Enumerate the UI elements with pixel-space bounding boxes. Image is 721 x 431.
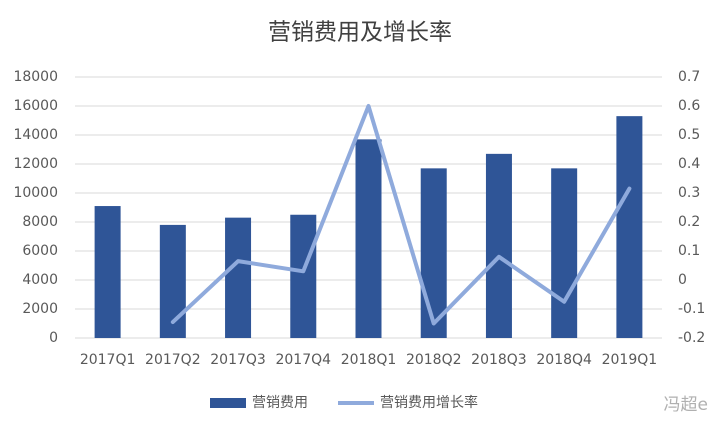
y-tick-label: 14000: [13, 127, 58, 143]
y-tick-label: 12000: [13, 156, 58, 172]
y-tick-label: 6000: [22, 243, 58, 259]
chart-title: 营销费用及增长率: [268, 20, 452, 46]
y2-tick-label: 0.1: [678, 243, 700, 259]
y2-tick-label: 0: [678, 272, 687, 288]
bar: [485, 153, 512, 338]
x-tick-label: 2017Q3: [210, 352, 266, 368]
y2-tick-label: -0.2: [678, 330, 705, 346]
x-tick-label: 2017Q1: [80, 352, 136, 368]
bar: [94, 206, 121, 338]
y2-tick-label: 0.4: [678, 156, 700, 172]
bar: [420, 168, 447, 338]
x-tick-label: 2018Q3: [471, 352, 527, 368]
bar: [616, 116, 643, 339]
y2-tick-label: 0.6: [678, 98, 700, 114]
x-tick-label: 2018Q4: [536, 352, 592, 368]
x-tick-label: 2017Q4: [275, 352, 331, 368]
y2-tick-label: 0.7: [678, 69, 700, 85]
y-tick-label: 16000: [13, 98, 58, 114]
x-tick-label: 2017Q2: [145, 352, 201, 368]
y2-tick-label: -0.1: [678, 301, 705, 317]
legend-label: 营销费用: [252, 395, 308, 411]
y2-tick-label: 0.3: [678, 185, 700, 201]
line: [170, 104, 632, 326]
x-tick-label: 2018Q2: [406, 352, 462, 368]
y2-tick-label: 0.5: [678, 127, 700, 143]
bar: [551, 168, 578, 338]
y-tick-label: 8000: [22, 214, 58, 230]
x-tick-label: 2018Q1: [341, 352, 397, 368]
y2-tick-label: 0.2: [678, 214, 700, 230]
bar: [159, 224, 186, 338]
y-tick-label: 4000: [22, 272, 58, 288]
watermark: 冯超e: [664, 395, 708, 415]
y-tick-label: 0: [49, 330, 58, 346]
legend-label: 营销费用增长率: [380, 394, 478, 411]
y-tick-label: 18000: [13, 69, 58, 85]
bar: [355, 139, 382, 338]
legend-swatch: [210, 398, 246, 408]
y-tick-label: 2000: [22, 301, 58, 317]
y-tick-label: 10000: [13, 185, 58, 201]
bar: [225, 217, 252, 338]
bar: [290, 214, 317, 338]
x-tick-label: 2019Q1: [602, 352, 658, 368]
